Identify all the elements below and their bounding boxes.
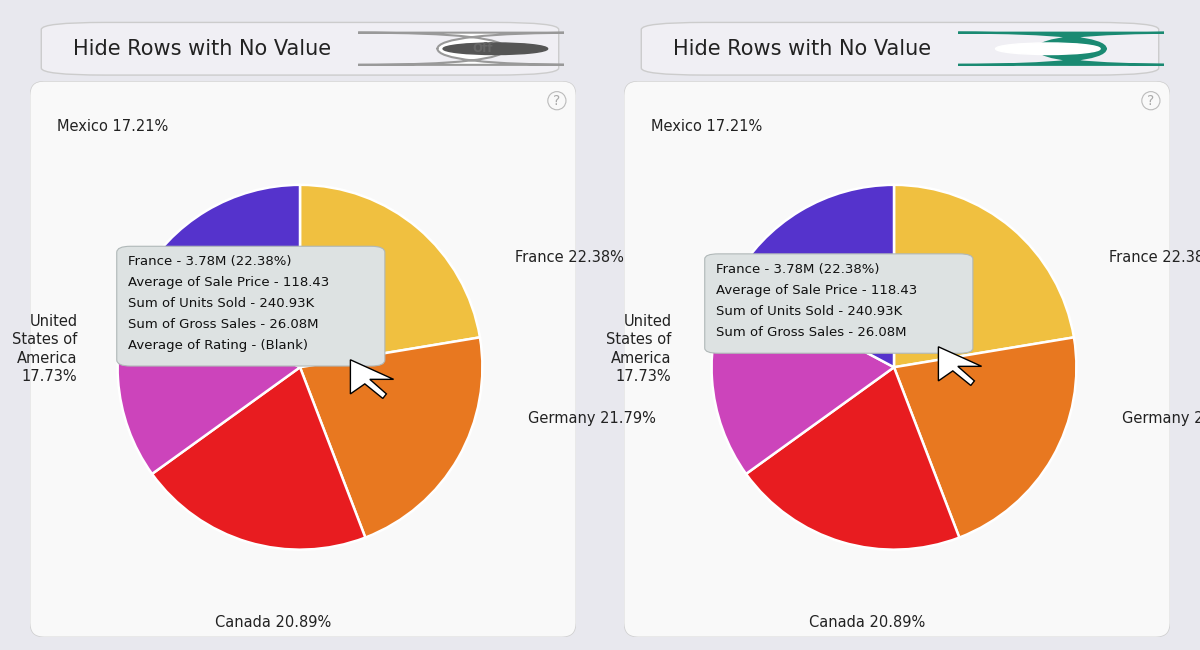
- Text: Mexico 17.21%: Mexico 17.21%: [58, 119, 169, 134]
- Wedge shape: [894, 185, 1074, 367]
- Text: Average of Sale Price - 118.43: Average of Sale Price - 118.43: [716, 284, 918, 297]
- Wedge shape: [894, 337, 1076, 538]
- Wedge shape: [300, 185, 480, 367]
- Circle shape: [996, 43, 1100, 55]
- Text: United
States of
America
17.73%: United States of America 17.73%: [606, 313, 672, 384]
- Wedge shape: [733, 185, 894, 367]
- Wedge shape: [300, 337, 482, 538]
- Text: France 22.38%: France 22.38%: [1109, 250, 1200, 265]
- FancyBboxPatch shape: [704, 254, 973, 353]
- Text: ?: ?: [1147, 94, 1154, 108]
- Text: Sum of Gross Sales - 26.08M: Sum of Gross Sales - 26.08M: [128, 318, 319, 331]
- Wedge shape: [746, 367, 959, 550]
- Text: Mexico 17.21%: Mexico 17.21%: [652, 119, 763, 134]
- FancyBboxPatch shape: [624, 81, 1170, 637]
- FancyBboxPatch shape: [30, 81, 576, 637]
- FancyBboxPatch shape: [116, 246, 385, 366]
- Circle shape: [443, 43, 547, 55]
- Text: Sum of Units Sold - 240.93K: Sum of Units Sold - 240.93K: [128, 297, 314, 310]
- Text: Sum of Gross Sales - 26.08M: Sum of Gross Sales - 26.08M: [716, 326, 907, 339]
- Text: On: On: [1050, 42, 1069, 55]
- Text: Off: Off: [473, 42, 493, 55]
- Text: Average of Sale Price - 118.43: Average of Sale Price - 118.43: [128, 276, 330, 289]
- Text: Average of Rating - (Blank): Average of Rating - (Blank): [128, 339, 308, 352]
- Text: United
States of
America
17.73%: United States of America 17.73%: [12, 313, 78, 384]
- Text: France - 3.78M (22.38%): France - 3.78M (22.38%): [716, 263, 880, 276]
- Text: Germany 21.79%: Germany 21.79%: [528, 411, 656, 426]
- Polygon shape: [938, 347, 982, 385]
- Text: Canada 20.89%: Canada 20.89%: [215, 615, 331, 630]
- Polygon shape: [350, 360, 394, 398]
- Wedge shape: [118, 281, 300, 474]
- Wedge shape: [712, 281, 894, 474]
- Text: Hide Rows with No Value: Hide Rows with No Value: [673, 39, 931, 58]
- FancyBboxPatch shape: [641, 22, 1159, 75]
- Text: Sum of Units Sold - 240.93K: Sum of Units Sold - 240.93K: [716, 305, 902, 318]
- FancyBboxPatch shape: [41, 22, 559, 75]
- Text: France 22.38%: France 22.38%: [515, 250, 624, 265]
- Text: France - 3.78M (22.38%): France - 3.78M (22.38%): [128, 255, 292, 268]
- Text: ?: ?: [553, 94, 560, 108]
- Wedge shape: [139, 185, 300, 367]
- Text: Hide Rows with No Value: Hide Rows with No Value: [73, 39, 331, 58]
- Text: Germany 21.79%: Germany 21.79%: [1122, 411, 1200, 426]
- Text: Canada 20.89%: Canada 20.89%: [809, 615, 925, 630]
- FancyBboxPatch shape: [358, 32, 586, 65]
- FancyBboxPatch shape: [958, 32, 1186, 65]
- Wedge shape: [152, 367, 365, 550]
